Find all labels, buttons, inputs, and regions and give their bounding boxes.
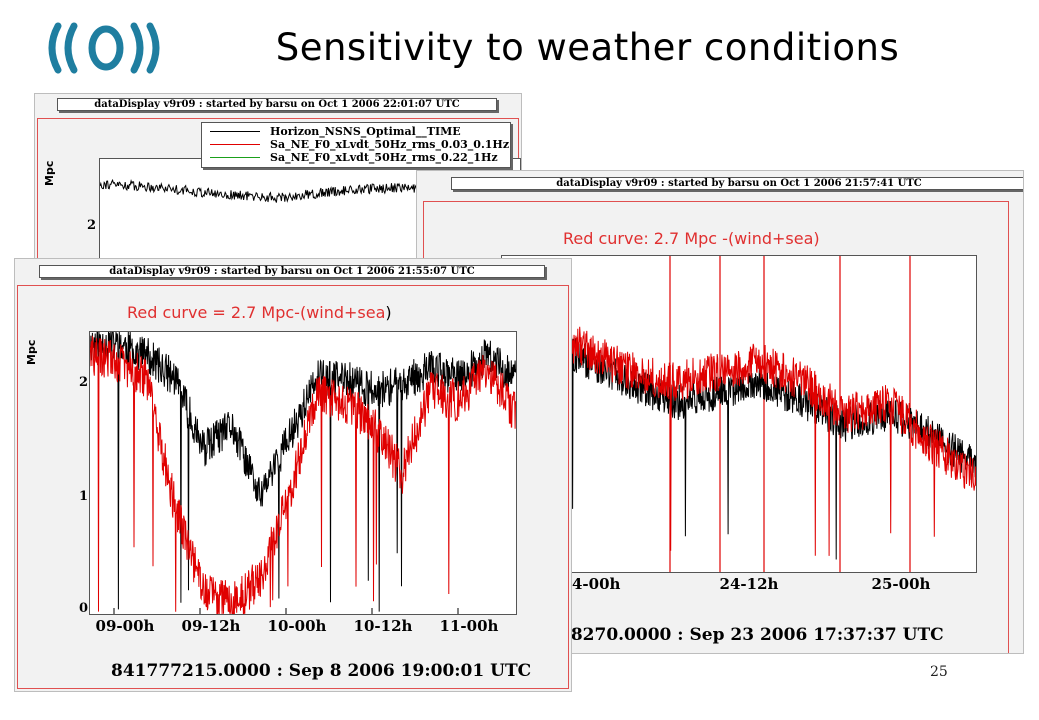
front-panel-titlebar: dataDisplay v9r09 : started by barsu on …: [39, 265, 545, 278]
back-panel-titlebar: dataDisplay v9r09 : started by barsu on …: [57, 98, 497, 111]
right-panel-titlebar: dataDisplay v9r09 : started by barsu on …: [451, 177, 1023, 190]
page-number: 25: [930, 664, 948, 680]
back-panel-ylabel: Mpc: [43, 160, 56, 186]
right-series-red-line: [502, 282, 976, 556]
front-xtick-11-00h: 11-00h: [439, 617, 499, 635]
front-plot-panel: dataDisplay v9r09 : started by barsu on …: [14, 258, 572, 692]
legend-swatch: [210, 144, 260, 145]
ego-virgo-logo: [44, 20, 174, 76]
right-xtick-24-00h: 24-00h: [561, 575, 621, 593]
front-xtick-09-12h: 09-12h: [181, 617, 241, 635]
front-panel-annotation: Red curve = 2.7 Mpc-(wind+sea): [127, 303, 392, 322]
front-xtick-10-00h: 10-00h: [267, 617, 327, 635]
front-series-red-line: [90, 335, 516, 614]
front-annotation-tail: ): [385, 303, 392, 322]
front-series-black-line: [90, 332, 516, 612]
front-xtick-09-00h: 09-00h: [95, 617, 155, 635]
right-plot-area: [501, 255, 977, 573]
right-xtick-24-12h: 24-12h: [719, 575, 779, 593]
right-panel-annotation: Red curve: 2.7 Mpc -(wind+sea): [563, 229, 820, 248]
legend-label: Sa_NE_F0_xLvdt_50Hz_rms_0.22_1Hz: [270, 151, 498, 164]
front-grid-ticks: [113, 608, 459, 614]
back-legend: Horizon_NSNS_Optimal__TIME Sa_NE_F0_xLvd…: [201, 122, 511, 168]
front-plot-svg: [90, 332, 516, 614]
front-panel-ylabel: Mpc: [25, 339, 38, 365]
legend-swatch: [210, 131, 260, 132]
back-panel-ytick-2: 2: [87, 218, 97, 233]
front-panel-footer: 841777215.0000 : Sep 8 2006 19:00:01 UTC: [111, 661, 532, 681]
legend-swatch: [210, 157, 260, 158]
front-panel-frame: [17, 285, 569, 689]
ego-virgo-logo-icon: [48, 22, 160, 74]
front-plot-area: [89, 331, 517, 615]
legend-item: Sa_NE_F0_xLvdt_50Hz_rms_0.03_0.1Hz: [202, 138, 510, 151]
right-xtick-25-00h: 25-00h: [871, 575, 931, 593]
front-annotation-main: Red curve = 2.7 Mpc-(wind+sea: [127, 303, 386, 322]
front-ytick-0: 0: [79, 601, 89, 616]
right-plot-svg: [502, 256, 976, 572]
right-panel-footer: 68270.0000 : Sep 23 2006 17:37:37 UTC: [559, 625, 944, 645]
front-ytick-2: 2: [79, 375, 89, 390]
front-ytick-1: 1: [79, 489, 89, 504]
legend-item: Sa_NE_F0_xLvdt_50Hz_rms_0.22_1Hz: [202, 151, 510, 164]
slide-title: Sensitivity to weather conditions: [275, 26, 900, 69]
legend-label: Horizon_NSNS_Optimal__TIME: [270, 125, 461, 138]
front-xtick-10-12h: 10-12h: [353, 617, 413, 635]
legend-label: Sa_NE_F0_xLvdt_50Hz_rms_0.03_0.1Hz: [270, 138, 510, 151]
legend-item: Horizon_NSNS_Optimal__TIME: [202, 125, 510, 138]
